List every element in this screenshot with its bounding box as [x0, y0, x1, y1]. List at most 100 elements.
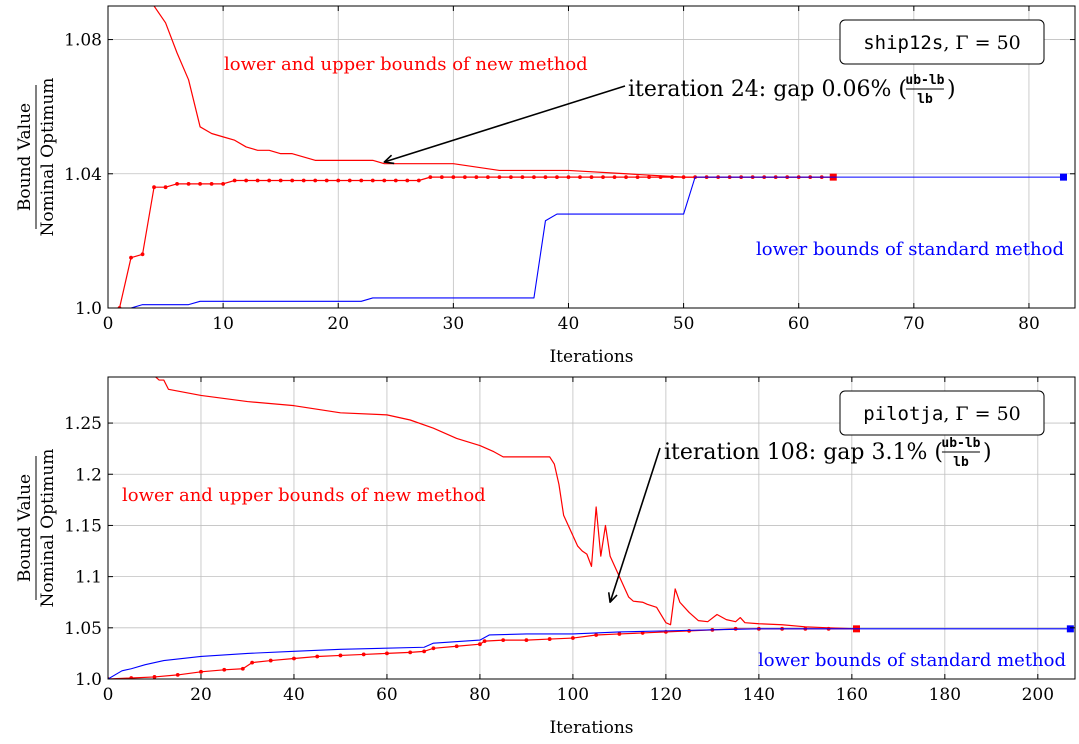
standard-method-final-marker: [1059, 173, 1067, 181]
new-method-lower-bound-point: [462, 175, 467, 180]
new-method-lower-bound-point: [524, 638, 529, 642]
chart-panel-ship12s: 0 10 20 30 40 50 60 70 80 1.0 1.04 1.08 Iterations Bo…: [15, 5, 1076, 367]
new-method-lower-bound-point: [222, 667, 227, 672]
new-method-lower-bound-point: [571, 636, 575, 640]
new-method-lower-bound-point: [370, 178, 375, 183]
new-method-lower-bound-point: [199, 669, 203, 674]
y-axis-label-denominator: Nominal Optimum: [38, 449, 58, 608]
new-method-lower-bound-point: [347, 178, 352, 183]
standard-method-annotation: lower bounds of standard method: [758, 650, 1066, 671]
y-tick-label: 1.25: [64, 414, 102, 434]
x-tick-label: 40: [283, 685, 305, 705]
x-tick-label: 20: [327, 314, 349, 334]
new-method-lower-bound-point: [313, 178, 318, 183]
new-method-lower-bound-point: [359, 178, 364, 183]
x-tick-label: 30: [443, 314, 465, 334]
new-method-lower-bound-point: [209, 181, 214, 186]
gap-arrow-head: [607, 592, 618, 604]
new-method-lower-bound-point: [520, 175, 525, 180]
new-method-lower-bound-point: [612, 175, 617, 180]
new-method-annotation: lower and upper bounds of new method: [122, 485, 486, 506]
instance-box-label: ship12s, Γ = 50: [863, 32, 1021, 54]
new-method-lower-bound-point: [140, 252, 145, 257]
new-method-lower-bound-point: [681, 175, 686, 180]
new-method-lower-bound-point: [338, 653, 343, 658]
new-method-lower-bound-point: [240, 666, 245, 671]
instance-box-label: pilotja, Γ = 50: [863, 403, 1021, 425]
x-tick-label: 120: [650, 685, 682, 705]
gap-fraction-numerator: ub-lb: [905, 73, 944, 88]
new-method-lower-bound-point: [393, 178, 398, 183]
new-method-lower-bound-point: [428, 175, 433, 180]
x-tick-label: 180: [929, 685, 961, 705]
y-tick-label: 1.15: [64, 516, 102, 536]
new-method-lower-bound-point: [129, 255, 133, 260]
y-tick-label: 1.0: [75, 299, 102, 319]
standard-method-final-marker: [1066, 625, 1074, 633]
gap-annotation-text: iteration 108: gap 3.1% (: [664, 440, 943, 465]
new-method-lower-bound-point: [601, 175, 605, 180]
new-method-lower-bound-point: [198, 181, 202, 186]
plot-frame: [107, 5, 1076, 309]
x-tick-label: 70: [903, 314, 925, 334]
new-method-lower-bound-point: [232, 178, 237, 183]
new-method-lower-bound-point: [478, 642, 482, 647]
x-axis-label: Iterations: [549, 347, 633, 367]
new-method-lower-bound-point: [152, 675, 157, 679]
new-method-lower-bound-point: [543, 175, 548, 180]
x-tick-label: 140: [743, 685, 775, 705]
y-axis-label-denominator: Nominal Optimum: [38, 78, 58, 237]
y-tick-label: 1.1: [75, 568, 102, 588]
y-tick-label: 1.05: [64, 619, 102, 639]
new-method-lower-bound-point: [454, 644, 459, 649]
new-method-lower-bound-point: [163, 185, 168, 190]
y-axis-label-numerator: Bound Value: [15, 103, 35, 211]
plot-frame: [107, 376, 1076, 680]
new-method-lower-bound-point: [175, 673, 180, 677]
new-method-lower-bound-point: [589, 175, 594, 180]
gap-annotation: iteration 108: gap 3.1% (ub-lb lb): [607, 436, 992, 604]
y-tick-label: 1.08: [64, 31, 102, 51]
x-tick-label: 0: [103, 314, 114, 334]
new-method-lower-bound-point: [129, 676, 134, 679]
instance-box: [839, 19, 1045, 65]
x-tick-label: 100: [557, 685, 589, 705]
new-method-lower-bound-line: [108, 628, 857, 679]
new-method-lower-bound-point: [301, 178, 306, 183]
new-method-lower-bound-point: [382, 178, 387, 183]
standard-method-annotation: lower bounds of standard method: [756, 239, 1064, 260]
new-method-lower-bound-point: [594, 633, 599, 637]
new-method-lower-bound-point: [221, 181, 226, 186]
new-method-lower-bound-point: [268, 658, 273, 663]
new-method-lower-bound-point: [578, 175, 582, 180]
instance-box: [839, 390, 1045, 436]
new-method-lower-bound-point: [292, 656, 296, 661]
new-method-lower-bound-point: [416, 178, 421, 183]
new-method-lower-bound-point: [485, 175, 490, 180]
new-method-annotation: lower and upper bounds of new method: [224, 54, 588, 75]
gap-fraction-denominator: lb: [953, 455, 969, 470]
x-tick-label: 160: [836, 685, 868, 705]
new-method-lower-bound-point: [617, 632, 622, 636]
gap-fraction-numerator: ub-lb: [941, 436, 980, 451]
new-method-lower-bound-point: [431, 646, 436, 651]
new-method-lower-bound-point: [555, 175, 559, 180]
new-method-lower-bound-point: [451, 175, 456, 180]
new-method-upper-bound-line: [154, 377, 857, 630]
x-tick-label: 80: [469, 685, 491, 705]
x-tick-label: 200: [1022, 685, 1054, 705]
new-method-lower-bound-point: [361, 652, 366, 657]
x-tick-label: 50: [673, 314, 695, 334]
y-axis-label-numerator: Bound Value: [15, 474, 35, 582]
new-method-lower-bound-point: [408, 650, 413, 655]
new-method-lower-bound-point: [532, 175, 536, 180]
new-method-lower-bound-point: [267, 178, 272, 183]
standard-method-lower-bound-line: [119, 176, 1064, 308]
chart-panel-pilotja: 0 20 40 60 80 100 120 140 160 180 200 1.0 1.05 1.1 1.1…: [15, 376, 1076, 738]
new-method-upper-bound-line: [153, 6, 834, 178]
new-method-lower-bound-point: [336, 178, 341, 183]
new-method-lower-bound-point: [566, 175, 571, 180]
y-axis-label: Bound Value Nominal Optimum: [15, 78, 58, 237]
gap-annotation-text: iteration 24: gap 0.06% (: [628, 77, 907, 102]
